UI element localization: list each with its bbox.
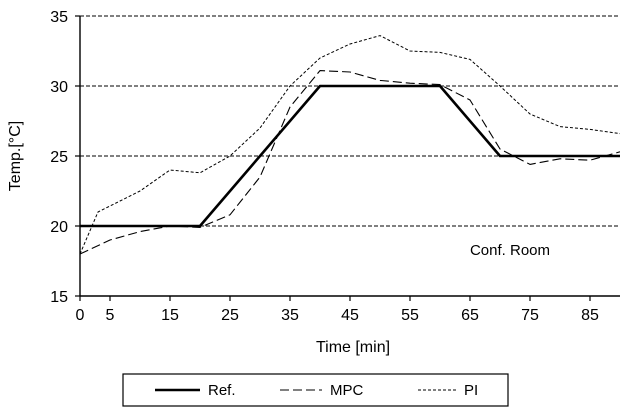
x-tick-label-35: 35: [281, 307, 299, 324]
conf-room-annotation: Conf. Room: [470, 242, 550, 259]
x-tick-label-75: 75: [521, 307, 539, 324]
x-tick-label-0: 0: [76, 307, 85, 324]
legend: Ref. MPC PI: [122, 373, 509, 407]
y-tick-label-30: 30: [50, 79, 68, 96]
legend-label-mpc: MPC: [330, 382, 364, 399]
series-line-mpc: [79, 70, 620, 255]
y-axis-label: Temp.[°C]: [7, 121, 24, 191]
x-tick-label-5: 5: [106, 307, 115, 324]
legend-label-ref: Ref.: [208, 382, 236, 399]
x-tick-label-15: 15: [161, 307, 179, 324]
y-tick-label-35: 35: [50, 9, 68, 26]
x-tick-label-25: 25: [221, 307, 239, 324]
legend-label-pi: PI: [464, 382, 478, 399]
tick-labels: 15 20 25 30 35 0 5 15 25 35 45 55 65 75 85: [50, 9, 599, 324]
x-tick-label-85: 85: [581, 307, 599, 324]
x-axis-label: Time [min]: [316, 339, 390, 356]
series-line-pi: [79, 35, 620, 255]
axes: [75, 15, 620, 301]
y-tick-label-25: 25: [50, 149, 68, 166]
x-tick-label-65: 65: [461, 307, 479, 324]
x-tick-label-45: 45: [341, 307, 359, 324]
y-tick-label-15: 15: [50, 289, 68, 306]
y-tick-label-20: 20: [50, 219, 68, 236]
grid-lines: [80, 15, 620, 227]
x-tick-label-55: 55: [401, 307, 419, 324]
series-lines: [79, 35, 620, 255]
